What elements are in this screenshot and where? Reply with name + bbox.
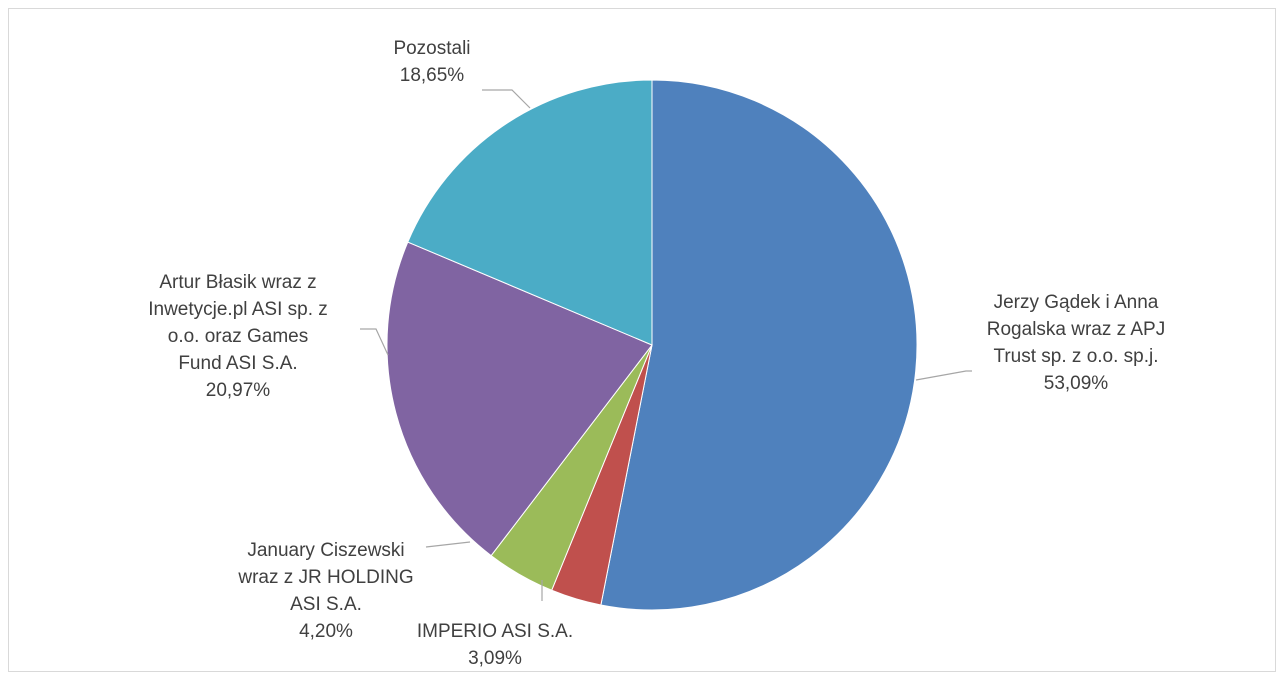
- data-label-line: Jerzy Gądek i Anna: [994, 292, 1159, 313]
- data-label-line: Pozostali: [393, 38, 470, 59]
- pie-slice-3: [386, 241, 653, 557]
- leader-line-0: [915, 370, 972, 381]
- data-label-line: Rogalska wraz z APJ: [987, 319, 1165, 340]
- data-label-percent: 20,97%: [206, 380, 271, 401]
- data-label-line: January Ciszewski: [247, 540, 404, 561]
- leader-line-3: [360, 328, 389, 356]
- data-label-line: ASI S.A.: [290, 594, 362, 615]
- pie-slice-4: [407, 79, 653, 346]
- data-label-percent: 3,09%: [468, 648, 522, 669]
- data-label-3: Artur Błasik wraz z Inwetycje.pl ASI sp. …: [148, 272, 328, 401]
- leader-line-4: [482, 89, 531, 109]
- data-label-line: Inwetycje.pl ASI sp. z: [148, 299, 328, 320]
- data-label-percent: 53,09%: [1044, 373, 1109, 394]
- data-label-line: o.o. oraz Games: [168, 326, 308, 347]
- data-label-line: Fund ASI S.A.: [178, 353, 297, 374]
- data-label-0: Jerzy Gądek i Anna Rogalska wraz z APJ Tru…: [987, 292, 1165, 394]
- leader-line-2: [425, 541, 471, 548]
- data-label-percent: 4,20%: [299, 621, 353, 642]
- data-label-percent: 18,65%: [400, 65, 465, 86]
- data-label-line: IMPERIO ASI S.A.: [417, 621, 573, 642]
- leader-lines: [360, 89, 972, 601]
- pie-slices: [386, 79, 918, 611]
- data-label-1: IMPERIO ASI S.A. 3,09%: [417, 621, 573, 669]
- pie-slice-0: [600, 79, 918, 611]
- data-label-line: Trust sp. z o.o. sp.j.: [993, 346, 1158, 367]
- data-label-line: Artur Błasik wraz z: [159, 272, 316, 293]
- data-label-4: Pozostali 18,65%: [393, 38, 470, 86]
- data-labels: Jerzy Gądek i Anna Rogalska wraz z APJ Tru…: [148, 38, 1165, 669]
- data-label-line: wraz z JR HOLDING: [237, 567, 413, 588]
- data-label-2: January Ciszewski wraz z JR HOLDING ASI S.…: [237, 540, 413, 642]
